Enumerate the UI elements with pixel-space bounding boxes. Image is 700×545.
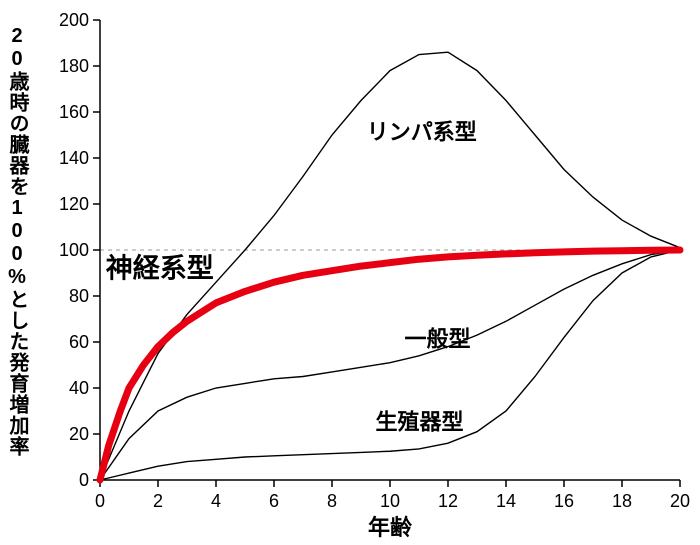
x-axis-title: 年齢 [368, 515, 413, 540]
y-tick-label: 40 [69, 378, 89, 398]
y-tick-label: 0 [79, 470, 89, 490]
y-tick-label: 140 [59, 148, 89, 168]
x-tick-label: 0 [95, 491, 105, 511]
x-tick-label: 14 [496, 491, 516, 511]
x-tick-label: 18 [612, 491, 632, 511]
series-label-lymph: リンパ系型 [367, 120, 477, 145]
y-axis-title: 20歳時の臓器を100%とした発育増加率 [6, 25, 27, 475]
x-tick-label: 2 [153, 491, 163, 511]
y-tick-label: 180 [59, 56, 89, 76]
growth-curve-chart: 0 20 40 60 80 100 120 140 160 180 200 0 2 4 6 8 10 12 14 16… [0, 0, 700, 545]
y-tick-label: 160 [59, 102, 89, 122]
series-neural [100, 250, 680, 480]
x-tick-label: 20 [670, 491, 690, 511]
x-tick-label: 10 [380, 491, 400, 511]
y-tick-label: 100 [59, 240, 89, 260]
x-tick-label: 6 [269, 491, 279, 511]
y-tick-label: 120 [59, 194, 89, 214]
x-tick-label: 16 [554, 491, 574, 511]
series-label-genital: 生殖器型 [376, 409, 464, 434]
series-label-general: 一般型 [405, 327, 471, 352]
y-tick-label: 200 [59, 10, 89, 30]
y-tick-label: 80 [69, 286, 89, 306]
series-label-neural: 神経系型 [106, 253, 214, 284]
chart-svg: 0 20 40 60 80 100 120 140 160 180 200 0 2 4 6 8 10 12 14 16… [0, 0, 700, 545]
x-tick-label: 12 [438, 491, 458, 511]
x-tick-label: 4 [211, 491, 221, 511]
series-general [100, 250, 680, 480]
series-genital [100, 250, 680, 480]
x-tick-label: 8 [327, 491, 337, 511]
y-tick-label: 20 [69, 424, 89, 444]
y-tick-label: 60 [69, 332, 89, 352]
